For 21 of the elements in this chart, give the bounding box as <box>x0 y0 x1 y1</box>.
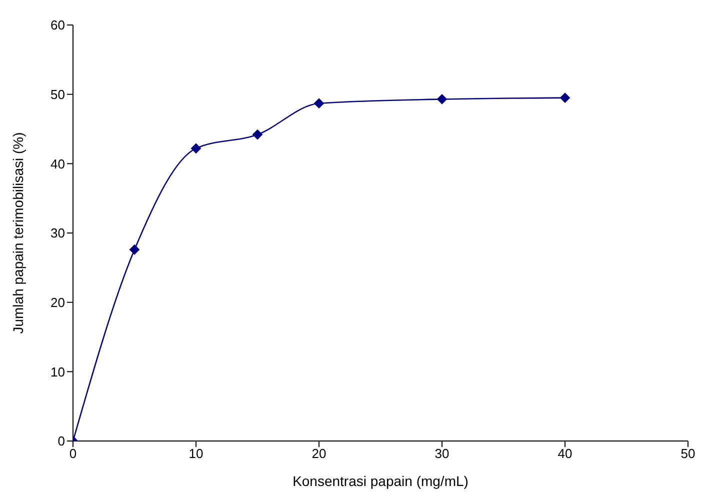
point <box>252 130 262 140</box>
x-axis-title: Konsentrasi papain (mg/mL) <box>292 473 468 489</box>
x-tick-label: 20 <box>312 446 326 462</box>
point <box>191 143 201 154</box>
x-tick-label: 10 <box>188 446 204 462</box>
point <box>437 94 447 104</box>
x-tick-label: 30 <box>434 446 450 462</box>
y-tick-label: 40 <box>50 156 65 172</box>
y-tick-label: 50 <box>50 86 65 102</box>
y-axis-title: Jumlah papain terimobilisasi (%) <box>10 132 26 334</box>
point <box>130 244 140 255</box>
y-tick-label: 30 <box>50 226 65 241</box>
y-tick-label: 0 <box>58 434 65 449</box>
x-tick-label: 40 <box>558 446 572 462</box>
x-tick-label: 50 <box>680 446 696 462</box>
y-tick-label: 10 <box>50 364 65 380</box>
x-tick-label: 0 <box>69 446 77 462</box>
point <box>314 98 324 108</box>
y-tick-label: 20 <box>50 294 65 310</box>
point <box>560 92 570 103</box>
y-tick-label: 60 <box>50 18 65 33</box>
